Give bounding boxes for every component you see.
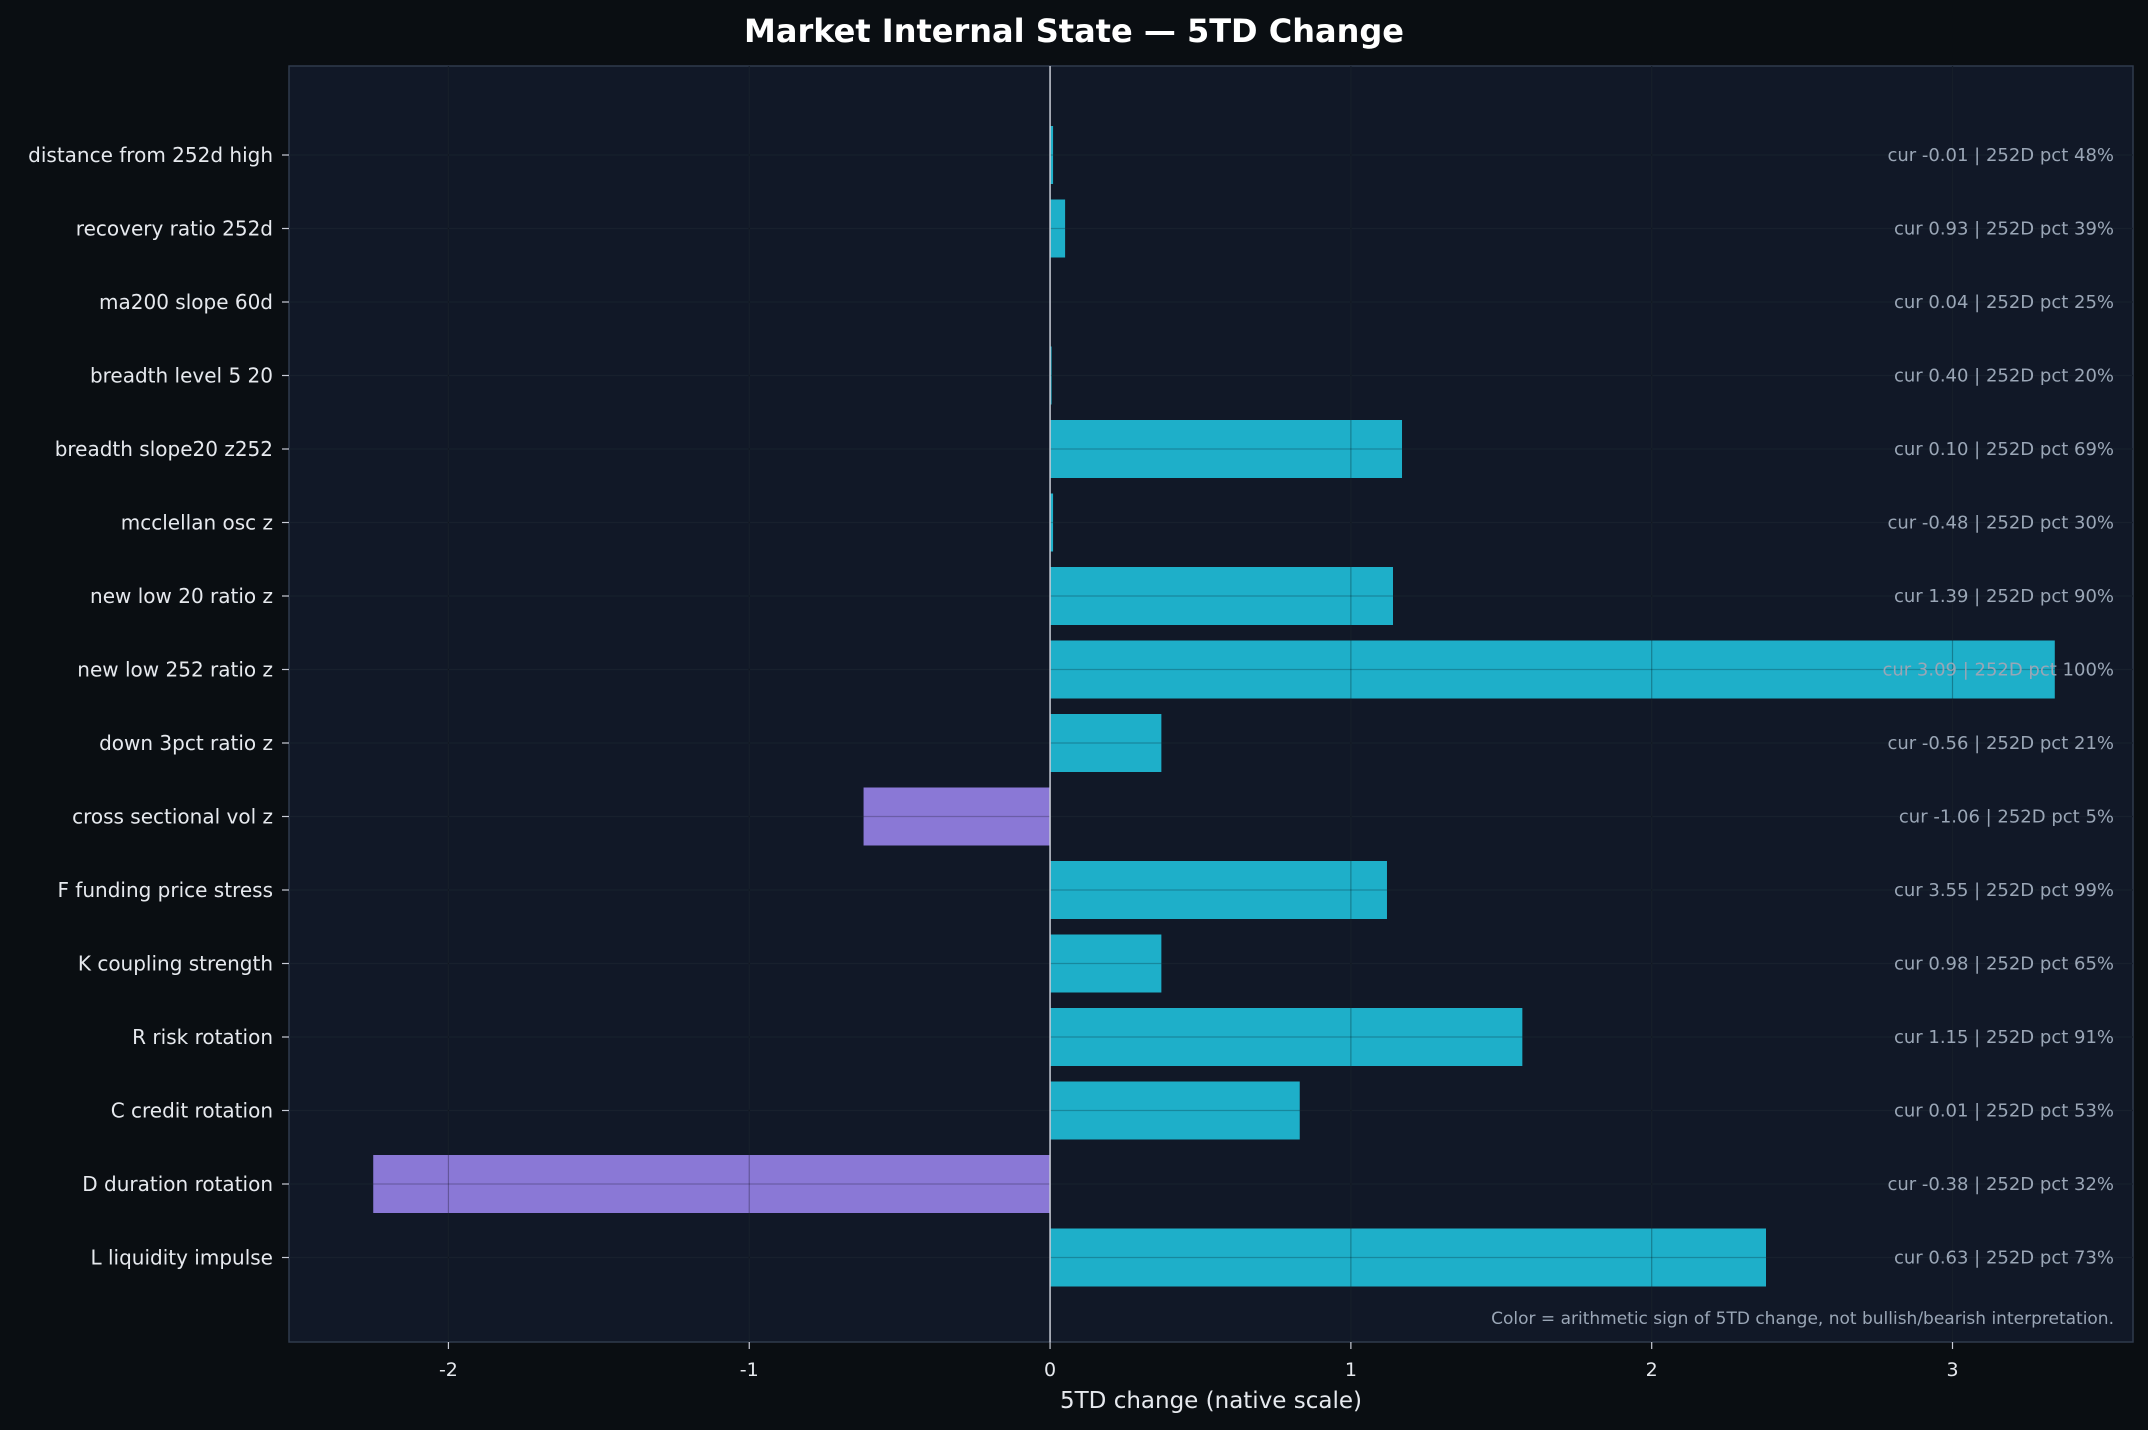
data-label: cur 3.55 | 252D pct 99% xyxy=(1894,880,2114,901)
bar xyxy=(1050,1228,1767,1287)
bar xyxy=(1050,934,1162,993)
bar xyxy=(1050,346,1052,405)
y-tick-label: down 3pct ratio z xyxy=(99,731,273,755)
bar xyxy=(1050,126,1054,184)
data-label: cur 3.09 | 252D pct 100% xyxy=(1882,660,2114,681)
data-label: cur 0.01 | 252D pct 53% xyxy=(1894,1101,2114,1122)
y-tick-label: C credit rotation xyxy=(111,1099,273,1123)
x-tick-label: 3 xyxy=(1946,1359,1958,1381)
x-axis-ticks: -2 -1 0 1 2 3 xyxy=(439,1342,1959,1381)
y-tick-label: new low 252 ratio z xyxy=(77,658,273,682)
data-label: cur 0.93 | 252D pct 39% xyxy=(1894,219,2114,240)
footnote: Color = arithmetic sign of 5TD change, n… xyxy=(1491,1309,2114,1329)
data-label: cur 0.98 | 252D pct 65% xyxy=(1894,954,2114,975)
data-label: cur 0.04 | 252D pct 25% xyxy=(1894,292,2114,313)
x-tick-label: -2 xyxy=(439,1359,458,1381)
y-tick-label: F funding price stress xyxy=(57,878,273,902)
bar xyxy=(1050,640,2055,699)
x-tick-label: 2 xyxy=(1646,1359,1658,1381)
data-label: cur 1.39 | 252D pct 90% xyxy=(1894,586,2114,607)
plot-area xyxy=(288,65,2134,1343)
bar xyxy=(373,1155,1051,1213)
y-tick-label: breadth level 5 20 xyxy=(90,364,273,388)
data-label: cur -0.01 | 252D pct 48% xyxy=(1887,145,2114,166)
y-tick-label: distance from 252d high xyxy=(28,143,273,167)
bar xyxy=(1050,199,1066,258)
annotations: cur -0.01 | 252D pct 48% cur 0.93 | 252D … xyxy=(1882,145,2114,1269)
x-tick-label: 0 xyxy=(1044,1359,1056,1381)
bar xyxy=(1050,567,1393,625)
bar xyxy=(1050,714,1162,772)
y-tick-label: K coupling strength xyxy=(78,952,273,976)
bar xyxy=(1050,493,1054,552)
y-tick-label: recovery ratio 252d xyxy=(76,217,273,241)
y-tick-label: D duration rotation xyxy=(82,1172,273,1196)
bar xyxy=(1050,1081,1300,1140)
data-label: cur 0.63 | 252D pct 73% xyxy=(1894,1248,2114,1269)
y-tick-label: L liquidity impulse xyxy=(90,1246,273,1270)
data-label: cur -0.48 | 252D pct 30% xyxy=(1887,513,2114,534)
data-label: cur -1.06 | 252D pct 5% xyxy=(1899,807,2114,828)
y-tick-label: new low 20 ratio z xyxy=(90,584,273,608)
y-tick-label: R risk rotation xyxy=(132,1025,273,1049)
y-tick-label: mcclellan osc z xyxy=(121,511,273,535)
bar xyxy=(1050,861,1387,919)
y-tick-label: ma200 slope 60d xyxy=(99,290,273,314)
x-axis-label: 5TD change (native scale) xyxy=(1060,1388,1362,1414)
x-tick-label: -1 xyxy=(740,1359,759,1381)
data-label: cur 1.15 | 252D pct 91% xyxy=(1894,1027,2114,1048)
chart-title: Market Internal State — 5TD Change xyxy=(744,12,1404,50)
bar xyxy=(863,787,1051,846)
bar xyxy=(1050,1008,1523,1066)
bar xyxy=(1050,420,1403,478)
data-label: cur -0.56 | 252D pct 21% xyxy=(1887,733,2114,754)
overlay-grid-lines xyxy=(289,66,2133,1342)
x-tick-label: 1 xyxy=(1345,1359,1357,1381)
data-label: cur 0.40 | 252D pct 20% xyxy=(1894,366,2114,387)
data-label: cur -0.38 | 252D pct 32% xyxy=(1887,1174,2114,1195)
y-axis-labels: distance from 252d high recovery ratio 25… xyxy=(28,143,289,1270)
y-tick-label: cross sectional vol z xyxy=(72,805,273,829)
data-label: cur 0.10 | 252D pct 69% xyxy=(1894,439,2114,460)
y-tick-label: breadth slope20 z252 xyxy=(55,437,273,461)
bars xyxy=(373,126,2055,1287)
